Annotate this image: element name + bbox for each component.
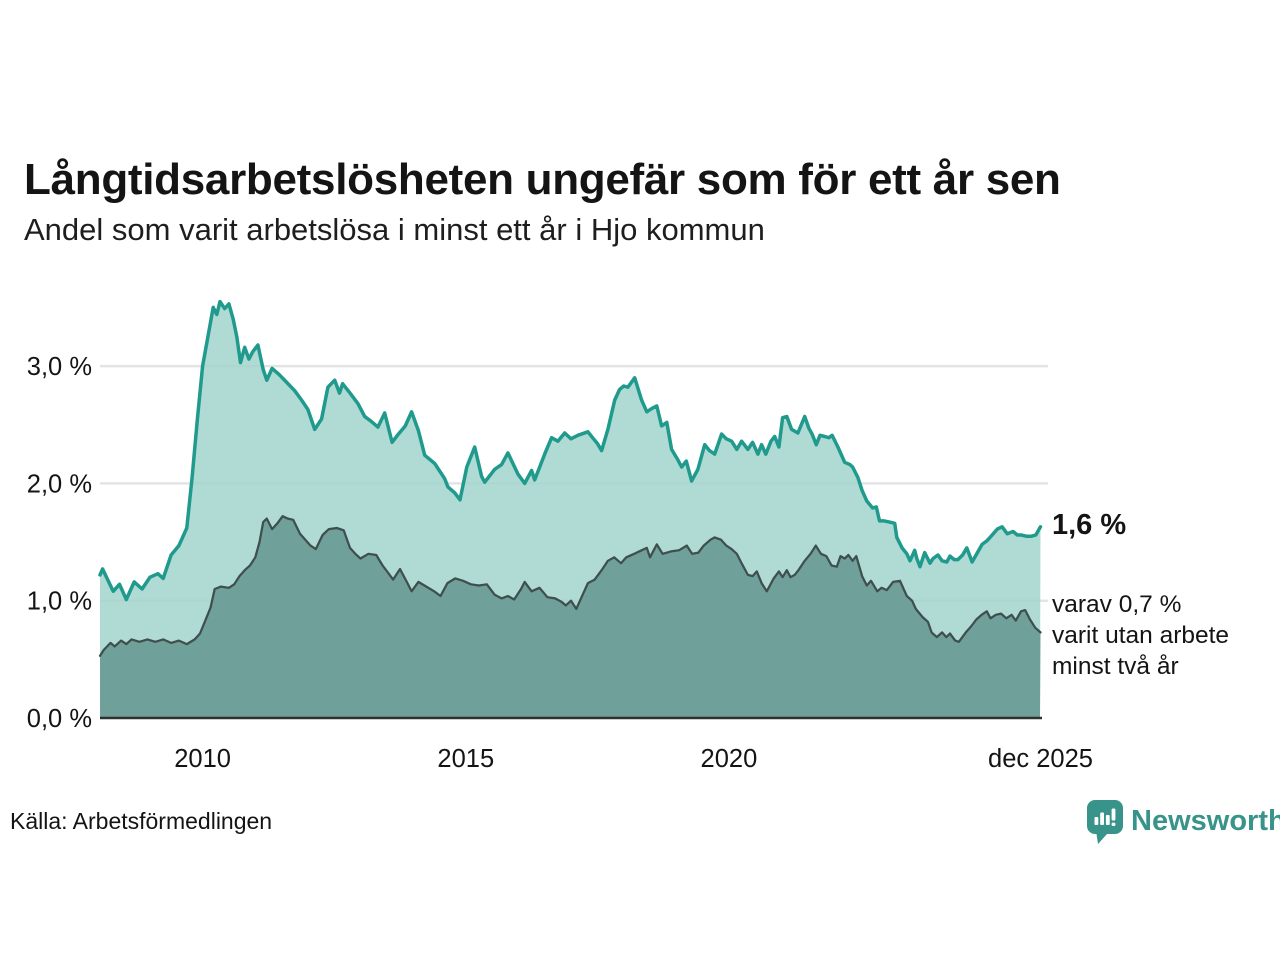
y-tick-label: 2,0 % <box>27 470 92 498</box>
series-area-1 <box>100 516 1041 718</box>
source-credit: Källa: Arbetsförmedlingen <box>10 808 273 834</box>
y-tick-label: 0,0 % <box>27 705 92 733</box>
page-subtitle: Andel som varit arbetslösa i minst ett å… <box>24 212 765 247</box>
annotation-line-1: varav 0,7 % <box>1052 591 1182 618</box>
x-tick-label: 2020 <box>701 745 758 773</box>
page-title: Långtidsarbetslösheten ungefär som för e… <box>24 155 1061 205</box>
x-tick-label: 2010 <box>174 745 231 773</box>
x-tick-label: dec 2025 <box>988 745 1093 773</box>
brand-name: Newsworthy <box>1131 805 1280 837</box>
brand-logo: Newsworthy <box>1086 799 1280 850</box>
chart-svg: 0,0 % 1,0 % 2,0 % 3,0 % 2010 2015 2020 dec 2025 <box>27 299 1093 773</box>
series-line-1 <box>98 515 1042 657</box>
annotation-line-3: minst två år <box>1052 653 1179 680</box>
series-line-0 <box>98 299 1043 602</box>
x-tick-label: 2015 <box>437 745 494 773</box>
y-tick-label: 3,0 % <box>27 353 92 381</box>
secondary-series-annotation: varav 0,7 % varit utan arbete minst två … <box>1052 589 1229 682</box>
chart-area: 0,0 % 1,0 % 2,0 % 3,0 % 2010 2015 2020 dec 2025 <box>0 280 1280 780</box>
end-value-label: 1,6 % <box>1052 509 1127 541</box>
newsworthy-icon <box>1086 799 1124 850</box>
y-tick-label: 1,0 % <box>27 588 92 616</box>
annotation-line-2: varit utan arbete <box>1052 622 1230 649</box>
